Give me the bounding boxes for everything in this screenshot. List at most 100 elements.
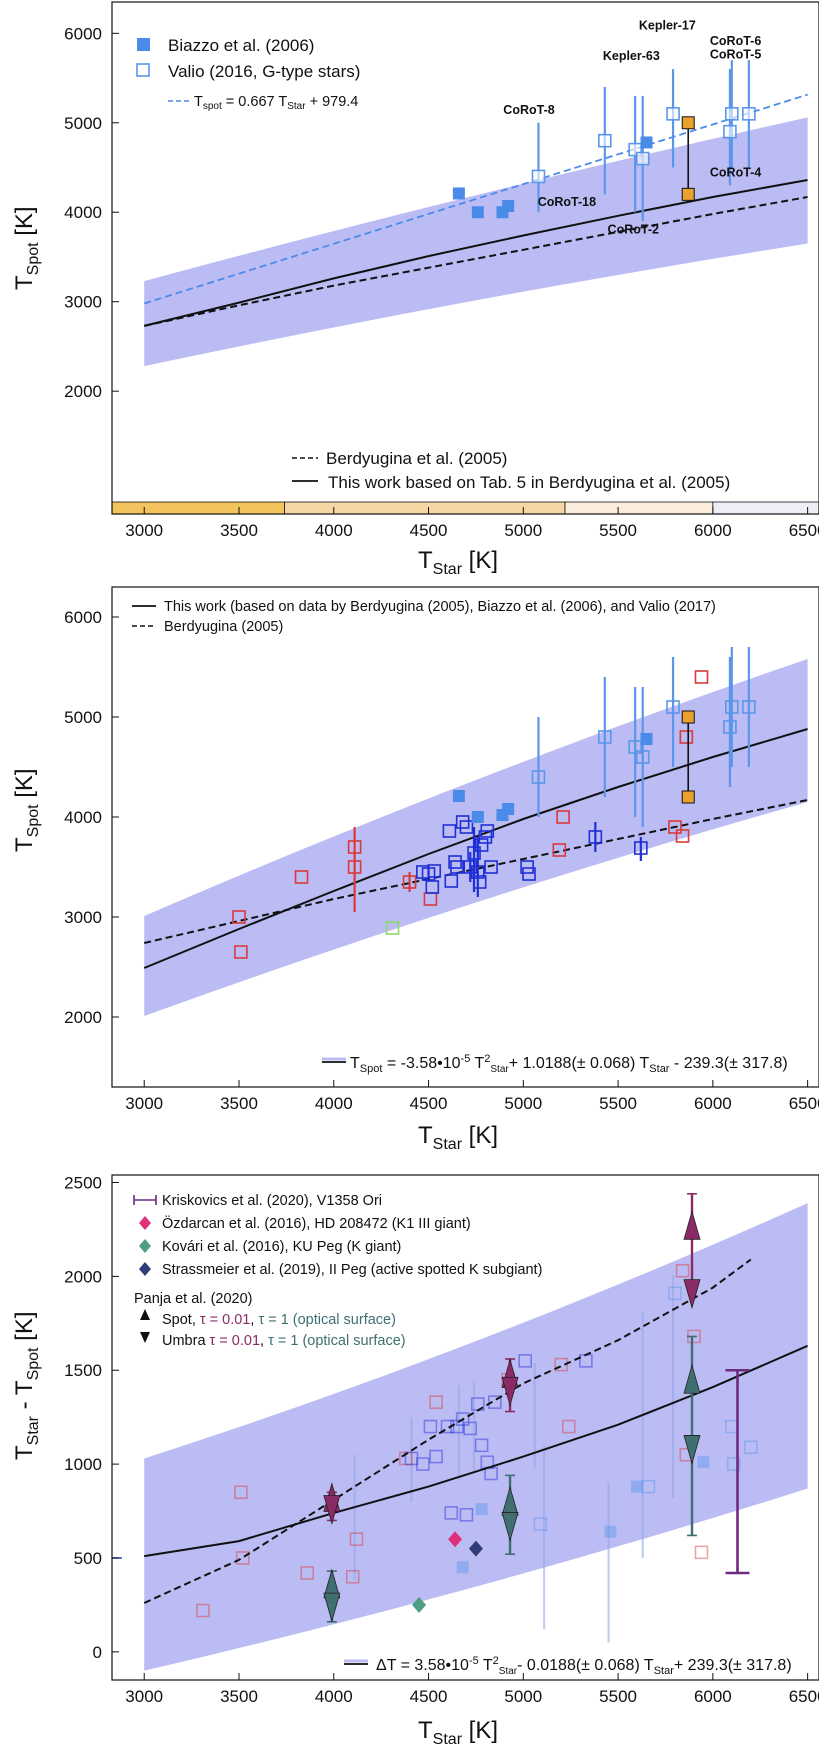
legend-biazzo-marker <box>137 38 150 51</box>
panel-3-frame <box>111 1174 819 1681</box>
faded-valio-point <box>641 1479 656 1494</box>
faded-dwarf-point <box>416 1457 430 1471</box>
p3-x-tick-label: 4000 <box>315 1687 353 1706</box>
legend-kovari-marker <box>139 1239 151 1253</box>
berdyugina-point <box>694 670 709 684</box>
special-star-point <box>681 116 695 130</box>
p2-x-tick-label: 5500 <box>599 1094 637 1113</box>
valio-point <box>531 770 546 784</box>
biazzo-point <box>471 206 484 219</box>
dwarf-point <box>425 880 440 894</box>
p1-x-tick-label: 3000 <box>125 521 163 540</box>
faded-berdyugina-point <box>562 1419 576 1434</box>
faded-dwarf-point <box>463 1421 478 1436</box>
faded-dwarf-point <box>455 1412 470 1426</box>
biazzo-point <box>502 199 515 212</box>
star-label: CoRoT-5 <box>710 47 761 61</box>
berdyugina-point <box>294 870 309 884</box>
dwarf-point <box>480 824 495 838</box>
faded-dwarf-point <box>404 1451 419 1466</box>
special-star-point <box>681 187 695 201</box>
faded-valio-point <box>668 1286 682 1301</box>
p2-x-tick-label: 4500 <box>410 1094 448 1113</box>
dwarf-point <box>522 867 536 881</box>
biazzo-point <box>640 733 653 745</box>
p3-x-tick-label: 3000 <box>125 1687 163 1706</box>
p3-y-tick-label: 1000 <box>64 1455 102 1474</box>
faded-berdyugina-point <box>349 1532 364 1547</box>
valio-point <box>723 720 737 734</box>
p3-x-tick-label: 5000 <box>504 1687 542 1706</box>
dwarf-point <box>588 830 603 844</box>
p2-x-tick-label: 3500 <box>220 1094 258 1113</box>
spectral-type-bar-segment <box>111 501 285 515</box>
star-label: Kepler-63 <box>603 49 660 63</box>
berdyugina-point <box>556 810 570 824</box>
p1-y-tick-label: 4000 <box>64 203 102 222</box>
faded-berdyugina-point <box>300 1566 315 1580</box>
p1-y-tick-label: 2000 <box>64 382 102 401</box>
valio-point <box>742 107 756 121</box>
dwarf-point <box>474 838 489 852</box>
faded-dwarf-point <box>440 1419 455 1434</box>
valio-point <box>635 151 650 166</box>
valio-point <box>666 107 680 121</box>
legend-valio-label: Valio (2016, G-type stars) <box>168 62 360 81</box>
dwarf-point <box>634 841 648 855</box>
p3-y-tick-label: 0 <box>93 1643 102 1662</box>
p1-y-tick-label: 6000 <box>64 24 102 43</box>
faded-valio-point <box>533 1517 548 1531</box>
faded-valio-point <box>456 1561 469 1574</box>
this-work-fit-line <box>143 179 808 327</box>
p3-y-tick-label: 500 <box>74 1549 102 1568</box>
faded-valio-point <box>697 1456 710 1469</box>
berdyugina-point <box>402 875 417 889</box>
star-label: CoRoT-18 <box>538 195 596 209</box>
p2-y-tick-label: 2000 <box>64 1008 102 1027</box>
ozdarcan-point <box>448 1531 463 1548</box>
panel-3-fit-equation: ΔT = 3.58•10-5 T2Star- 0.0188(± 0.068) T… <box>376 1655 792 1677</box>
berdyugina-fit-line <box>143 196 808 327</box>
berdyugina-point <box>234 945 248 959</box>
legend-berdyugina-label: Berdyugina (2005) <box>164 619 283 635</box>
faded-valio-point <box>631 1480 644 1493</box>
p3-x-tick-label: 5500 <box>599 1687 637 1706</box>
star-label: Kepler-17 <box>639 19 696 33</box>
legend-berdyugina-label: Berdyugina et al. (2005) <box>326 449 507 468</box>
kovari-point <box>412 1596 427 1613</box>
legend-this-work-label: This work (based on data by Berdyugina (… <box>164 599 716 615</box>
valio-marker-bg <box>598 134 611 147</box>
faded-dwarf-point <box>444 1506 459 1520</box>
panel-3-x-axis-label: TStar [K] <box>418 1717 498 1747</box>
spectral-type-bar-segment <box>712 501 819 515</box>
dwarf-point <box>484 860 498 874</box>
special-star-point <box>681 710 695 724</box>
panel-2-y-axis-label: TSpot [K] <box>11 768 42 852</box>
berdyugina-point <box>679 730 694 744</box>
p3-x-tick-label: 4500 <box>410 1687 448 1706</box>
panel-1-frame <box>111 1 819 515</box>
panel-1-chart: CoRoT-8 CoRoT-18 CoRoT-2 CoRoT-4 Kepler-63 Ke… <box>11 1 819 578</box>
spectral-type-bar-segment <box>564 501 714 515</box>
berdyugina-point <box>347 840 362 854</box>
berdyugina-fit-line <box>143 1258 752 1604</box>
faded-valio-point <box>726 1457 741 1471</box>
panel-3-y-axis-label: TStar - TSpot [K] <box>11 1311 42 1460</box>
dwarf-point <box>444 874 459 888</box>
dwarf-point <box>427 864 442 878</box>
p1-x-tick-label: 6000 <box>694 521 732 540</box>
faded-dwarf-point <box>429 1449 443 1464</box>
faded-dwarf-point <box>488 1395 502 1409</box>
faded-berdyugina-point <box>554 1357 569 1372</box>
faded-valio-point <box>475 1503 488 1516</box>
p3-y-tick-label: 1500 <box>64 1361 102 1380</box>
valio-marker-bg <box>723 125 736 138</box>
p2-x-tick-label: 3000 <box>125 1094 163 1113</box>
panja-umbra-tau1-marker <box>323 1592 341 1623</box>
legend-umbra-label: Umbra τ = 0.01, τ = 1 (optical surface) <box>162 1333 406 1349</box>
faded-dwarf-point <box>459 1507 474 1522</box>
legend-umbra-marker <box>140 1332 150 1343</box>
